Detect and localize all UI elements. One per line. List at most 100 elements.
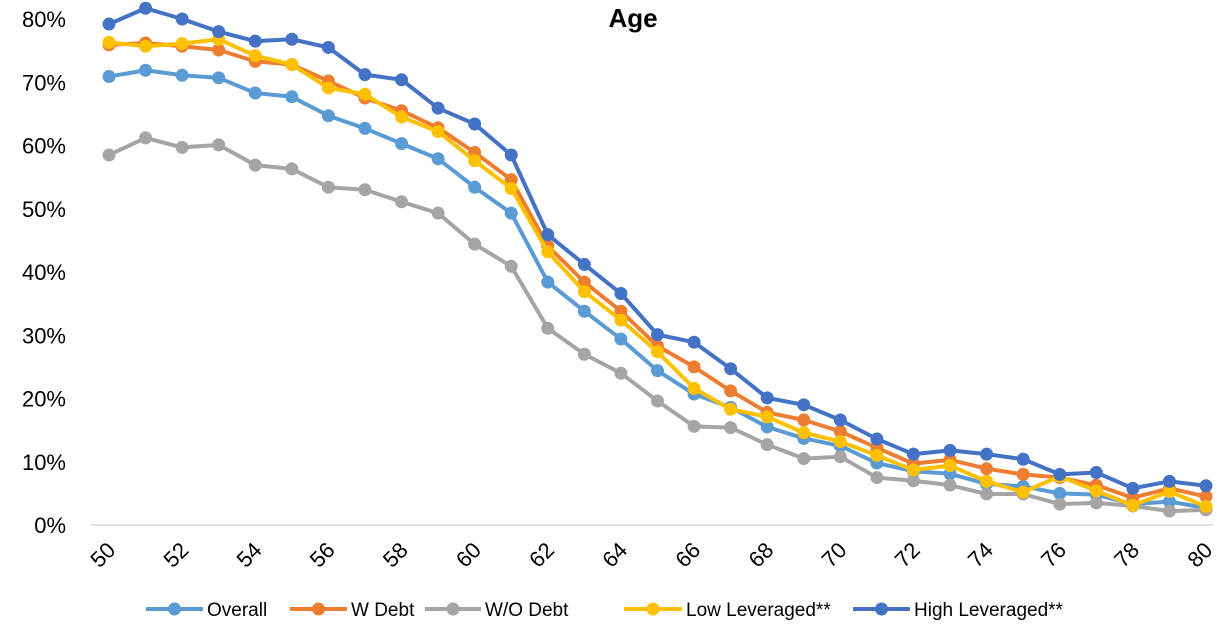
data-point [175, 37, 189, 51]
x-tick-label: 56 [305, 537, 340, 572]
x-tick-label: 62 [524, 537, 559, 572]
data-point [468, 117, 482, 131]
data-point [541, 275, 555, 289]
data-point [541, 228, 555, 242]
data-point [504, 148, 518, 162]
data-point [760, 410, 774, 424]
data-point [870, 432, 884, 446]
data-point [1016, 467, 1030, 481]
data-point [321, 180, 335, 194]
legend-item: High Leveraged** [853, 600, 1064, 621]
data-point [797, 398, 811, 412]
legend-label: Overall [207, 600, 267, 621]
data-point [139, 131, 153, 145]
series-low-leveraged [102, 32, 1213, 514]
data-point [468, 237, 482, 251]
data-point [285, 162, 299, 176]
x-tick-label: 74 [963, 537, 998, 572]
data-point [285, 32, 299, 46]
data-point [248, 86, 262, 100]
data-point [943, 459, 957, 473]
x-tick-label: 54 [232, 537, 267, 572]
data-point [1053, 497, 1067, 511]
x-tick-label: 60 [451, 537, 486, 572]
data-point [212, 138, 226, 152]
data-point [1089, 466, 1103, 480]
data-point [833, 413, 847, 427]
data-point [760, 438, 774, 452]
series-line [107, 135, 1208, 514]
legend-label: Low Leveraged** [686, 600, 831, 621]
y-tick-label: 20% [22, 387, 66, 412]
data-point [1089, 496, 1103, 510]
data-point [504, 206, 518, 220]
data-point [577, 347, 591, 361]
legend-label: W/O Debt [485, 600, 569, 621]
data-point [1126, 481, 1140, 495]
x-tick-label: 80 [1182, 537, 1217, 572]
data-point [943, 478, 957, 492]
data-point [651, 328, 664, 342]
data-point [760, 391, 774, 405]
data-point [431, 152, 445, 166]
data-point [395, 195, 409, 209]
data-point [833, 450, 847, 464]
data-point [468, 154, 482, 168]
data-point [102, 35, 116, 49]
series-line [107, 6, 1208, 491]
data-point [139, 1, 153, 15]
y-tick-label: 50% [22, 197, 66, 222]
data-point [468, 180, 482, 194]
data-point [504, 259, 518, 273]
data-point [431, 206, 445, 220]
data-point [870, 471, 884, 485]
legend-item: W Debt [290, 600, 415, 621]
data-point [139, 39, 153, 53]
data-point [102, 17, 116, 31]
series-w-o-debt [102, 131, 1213, 518]
series-w-debt [102, 36, 1213, 505]
data-point [724, 421, 738, 435]
data-point [1126, 498, 1140, 512]
data-point [724, 402, 738, 416]
data-point [687, 360, 701, 374]
legend-item: Overall [146, 600, 267, 621]
data-point [906, 474, 920, 488]
y-tick-label: 40% [22, 260, 66, 285]
legend-label: High Leveraged** [914, 600, 1064, 621]
data-point [431, 101, 445, 115]
data-point [980, 487, 994, 501]
x-tick-label: 50 [85, 537, 120, 572]
data-point [1162, 504, 1176, 518]
y-tick-label: 60% [22, 134, 66, 159]
data-point [797, 426, 811, 440]
x-tick-label: 52 [158, 537, 193, 572]
data-point [614, 332, 628, 346]
data-point [1199, 500, 1213, 514]
data-point [980, 447, 994, 461]
x-tick-label: 72 [890, 537, 925, 572]
data-point [943, 443, 957, 457]
data-point [833, 424, 847, 438]
data-point [212, 43, 226, 57]
data-point [541, 321, 555, 335]
data-point [504, 182, 518, 196]
data-point [1199, 479, 1213, 493]
legend-swatch-marker [168, 602, 181, 616]
series-line [107, 41, 1208, 500]
data-point [1016, 485, 1030, 499]
data-point [1089, 484, 1103, 498]
legend-swatch-marker [446, 602, 460, 616]
data-point [321, 81, 335, 95]
series-line [107, 37, 1208, 509]
data-point [724, 362, 738, 376]
data-point [577, 304, 591, 318]
data-point [321, 40, 335, 54]
data-point [248, 49, 262, 63]
y-tick-label: 30% [22, 323, 66, 348]
data-point [285, 90, 299, 104]
data-point [614, 287, 628, 301]
legend-label: W Debt [351, 600, 415, 621]
data-point [358, 87, 372, 101]
